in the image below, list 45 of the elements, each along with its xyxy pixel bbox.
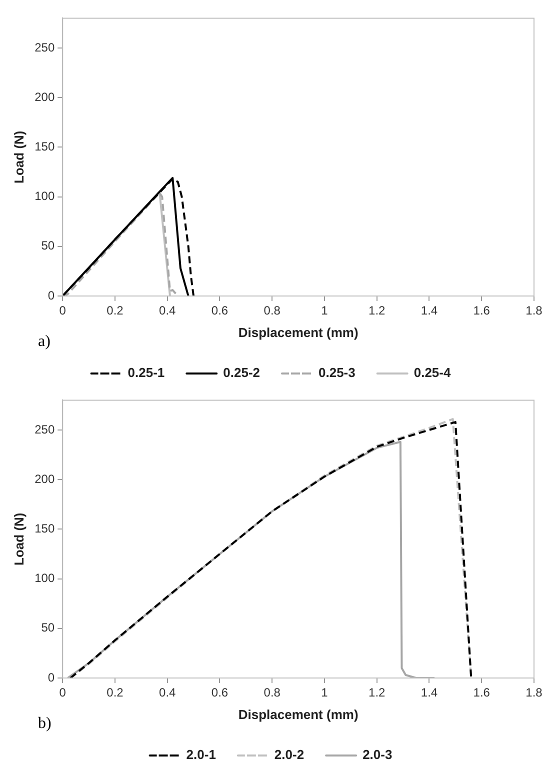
x-tick-label: 1.8 <box>526 686 543 700</box>
legend-label: 0.25-3 <box>318 365 356 380</box>
y-tick-label: 100 <box>34 189 55 204</box>
x-tick-label: 1.2 <box>368 686 386 700</box>
y-tick-label: 50 <box>41 620 55 635</box>
x-tick-label: 0.8 <box>264 304 281 318</box>
legend-label: 0.25-1 <box>128 365 165 380</box>
y-tick-label: 0 <box>48 670 55 684</box>
x-tick-label: 0.4 <box>159 686 176 700</box>
legend-label: 0.25-4 <box>414 365 452 380</box>
y-tick-label: 200 <box>34 472 55 486</box>
x-tick-label: 1.8 <box>526 304 543 318</box>
legend-label: 2.0-2 <box>274 747 304 762</box>
x-tick-label: 0.6 <box>211 686 228 700</box>
x-tick-label: 0.6 <box>211 304 228 318</box>
x-tick-label: 0 <box>59 686 66 700</box>
legend-label: 0.25-2 <box>223 365 260 380</box>
x-axis-title: Displacement (mm) <box>238 324 358 340</box>
x-tick-label: 1.6 <box>473 686 490 700</box>
y-axis-title: Load (N) <box>11 512 26 566</box>
text: b) <box>38 715 52 732</box>
x-axis-title: Displacement (mm) <box>238 706 358 722</box>
x-tick-label: 1.2 <box>368 304 386 318</box>
x-tick-label: 1.4 <box>420 304 438 318</box>
y-axis-title: Load (N) <box>11 130 26 184</box>
y-tick-label: 150 <box>34 139 55 154</box>
y-tick-label: 200 <box>34 90 55 104</box>
y-tick-label: 150 <box>34 521 55 536</box>
x-tick-label: 1.4 <box>420 686 438 700</box>
y-tick-label: 100 <box>34 571 55 586</box>
x-tick-label: 1 <box>321 686 328 700</box>
x-tick-label: 1.6 <box>473 304 490 318</box>
x-tick-label: 0.2 <box>106 686 124 700</box>
legend-label: 2.0-3 <box>362 747 392 762</box>
y-tick-label: 50 <box>41 238 55 253</box>
x-tick-label: 0.4 <box>159 304 176 318</box>
x-tick-label: 0.8 <box>264 686 281 700</box>
x-tick-label: 0 <box>59 304 66 318</box>
x-tick-label: 0.2 <box>106 304 124 318</box>
text: a) <box>38 333 50 350</box>
x-tick-label: 1 <box>321 304 328 318</box>
y-tick-label: 250 <box>34 422 55 436</box>
legend-label: 2.0-1 <box>186 747 216 762</box>
y-tick-label: 0 <box>48 288 55 302</box>
y-tick-label: 250 <box>34 40 55 54</box>
